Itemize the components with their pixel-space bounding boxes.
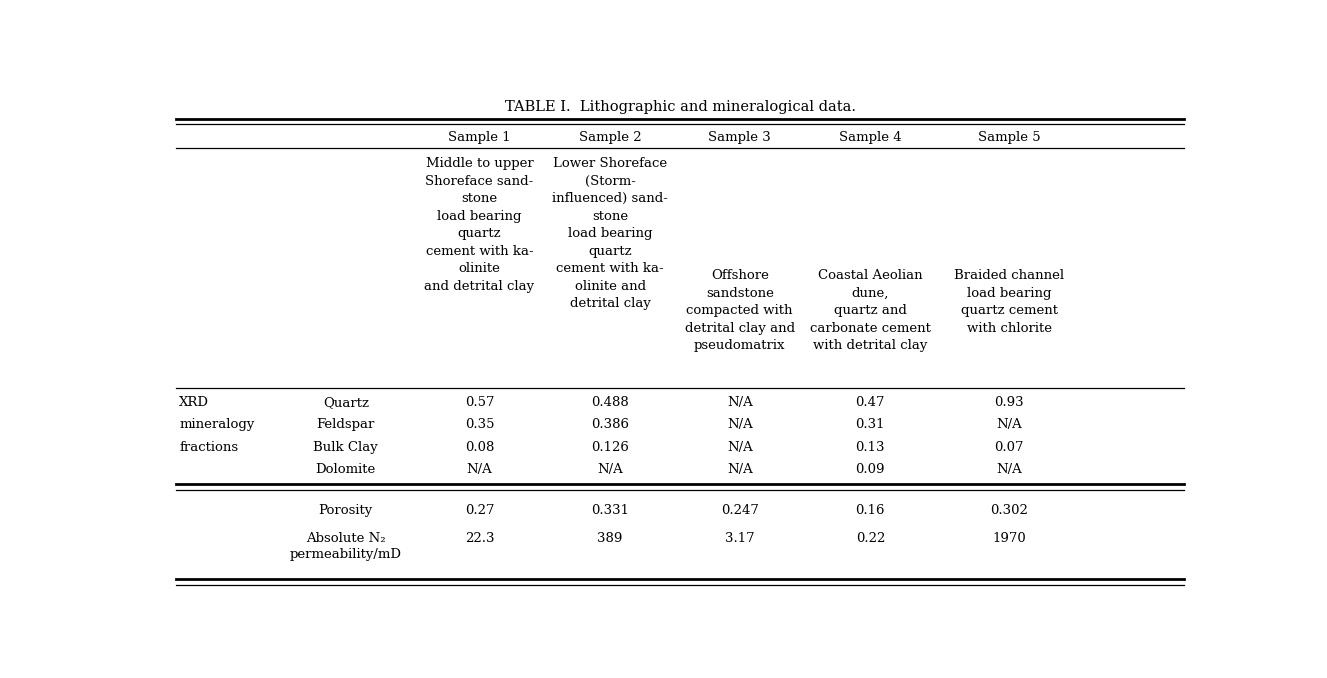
Text: 0.22: 0.22 [856, 532, 885, 544]
Text: Offshore
sandstone
compacted with
detrital clay and
pseudomatrix: Offshore sandstone compacted with detrit… [685, 269, 795, 353]
Text: TABLE I.  Lithographic and mineralogical data.: TABLE I. Lithographic and mineralogical … [504, 100, 856, 114]
Text: Sample 5: Sample 5 [978, 131, 1040, 144]
Text: N/A: N/A [727, 441, 752, 454]
Text: Sample 2: Sample 2 [579, 131, 641, 144]
Text: Porosity: Porosity [318, 504, 373, 517]
Text: N/A: N/A [997, 463, 1022, 476]
Text: XRD: XRD [179, 396, 210, 409]
Text: Absolute N₂: Absolute N₂ [307, 532, 386, 544]
Text: 0.35: 0.35 [464, 418, 494, 431]
Text: Dolomite: Dolomite [316, 463, 376, 476]
Text: 0.93: 0.93 [994, 396, 1024, 409]
Text: 0.247: 0.247 [721, 504, 759, 517]
Text: N/A: N/A [597, 463, 624, 476]
Text: 0.302: 0.302 [990, 504, 1028, 517]
Text: mineralogy: mineralogy [179, 418, 255, 431]
Text: 1970: 1970 [993, 532, 1026, 544]
Text: 0.13: 0.13 [856, 441, 885, 454]
Text: 0.08: 0.08 [464, 441, 494, 454]
Text: permeability/mD: permeability/mD [289, 549, 402, 561]
Text: 22.3: 22.3 [464, 532, 494, 544]
Text: 3.17: 3.17 [725, 532, 755, 544]
Text: 0.16: 0.16 [856, 504, 885, 517]
Text: 0.47: 0.47 [856, 396, 885, 409]
Text: Braided channel
load bearing
quartz cement
with chlorite: Braided channel load bearing quartz ceme… [954, 269, 1064, 335]
Text: Sample 4: Sample 4 [839, 131, 901, 144]
Text: 0.09: 0.09 [856, 463, 885, 476]
Text: 0.31: 0.31 [856, 418, 885, 431]
Text: N/A: N/A [727, 396, 752, 409]
Text: Quartz: Quartz [322, 396, 369, 409]
Text: 0.27: 0.27 [464, 504, 494, 517]
Text: 0.126: 0.126 [592, 441, 629, 454]
Text: Coastal Aeolian
dune,
quartz and
carbonate cement
with detrital clay: Coastal Aeolian dune, quartz and carbona… [809, 269, 930, 353]
Text: N/A: N/A [997, 418, 1022, 431]
Text: 0.488: 0.488 [592, 396, 629, 409]
Text: 389: 389 [597, 532, 622, 544]
Text: Middle to upper
Shoreface sand-
stone
load bearing
quartz
cement with ka-
olinit: Middle to upper Shoreface sand- stone lo… [425, 157, 535, 293]
Text: Feldspar: Feldspar [317, 418, 376, 431]
Text: Sample 3: Sample 3 [709, 131, 771, 144]
Text: N/A: N/A [727, 463, 752, 476]
Text: Lower Shoreface
(Storm-
influenced) sand-
stone
load bearing
quartz
cement with : Lower Shoreface (Storm- influenced) sand… [552, 157, 667, 310]
Text: 0.07: 0.07 [994, 441, 1024, 454]
Text: 0.331: 0.331 [591, 504, 629, 517]
Text: Bulk Clay: Bulk Clay [313, 441, 378, 454]
Text: 0.57: 0.57 [464, 396, 494, 409]
Text: N/A: N/A [467, 463, 492, 476]
Text: Sample 1: Sample 1 [449, 131, 511, 144]
Text: fractions: fractions [179, 441, 239, 454]
Text: 0.386: 0.386 [591, 418, 629, 431]
Text: N/A: N/A [727, 418, 752, 431]
